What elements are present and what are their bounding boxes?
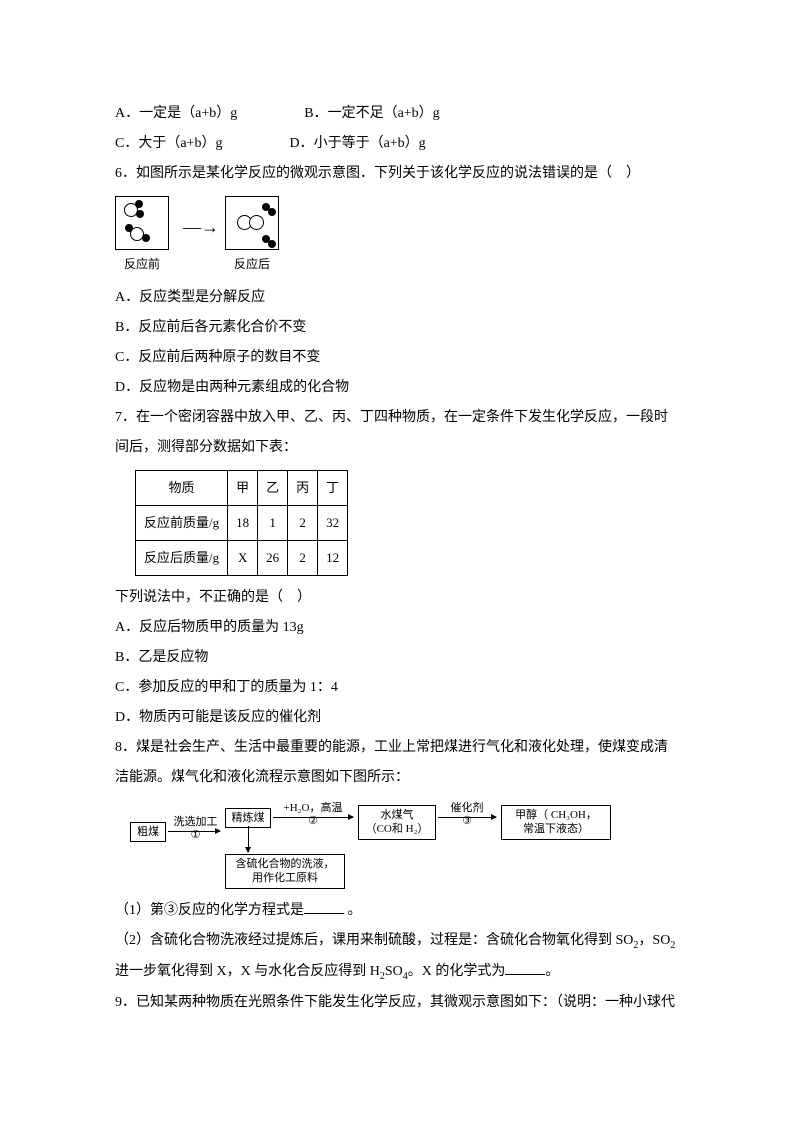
q6-after-label: 反应后 xyxy=(225,252,279,276)
step1-text: 洗选加工 ① xyxy=(174,816,218,841)
q8-sub2b: ，SO xyxy=(638,933,670,948)
flow-sulfur: 含硫化合物的洗液， 用作化工原料 xyxy=(225,854,345,889)
q8-sub2c: 进一步氧化得到 X，X 与水化合反应得到 H xyxy=(115,964,380,979)
opt-b: B．一定不足（a+b）g xyxy=(304,106,439,121)
blank-fill[interactable] xyxy=(304,900,344,914)
option-row-ab: A．一定是（a+b）g B．一定不足（a+b）g xyxy=(115,100,679,128)
q8-sub2e: 。X 的化学式为 xyxy=(408,964,506,979)
sub-2: 2 xyxy=(670,940,675,951)
q6-opt-a: A．反应类型是分解反应 xyxy=(115,284,679,312)
atom-icon xyxy=(135,200,143,208)
opt-c: C．大于（a+b）g xyxy=(115,136,222,151)
atom-icon xyxy=(142,234,150,242)
methanol-text: 甲醇（ CH₃OH， 常温下液态） xyxy=(515,809,597,835)
q7-stem2: 间后，测得部分数据如下表： xyxy=(115,434,679,462)
q8-stem1: 8．煤是社会生产、生活中最重要的能源，工业上常把煤进行气化和液化处理，使煤变成清 xyxy=(115,734,679,762)
q6-opt-d: D．反应物是由两种元素组成的化合物 xyxy=(115,374,679,402)
q7-table: 物质 甲 乙 丙 丁 反应前质量/g 18 1 2 32 反应后质量/g X 2… xyxy=(135,470,348,576)
atom-icon xyxy=(268,208,276,216)
q8-sub2-line2: 进一步氧化得到 X，X 与水化合反应得到 H2SO4。X 的化学式为。 xyxy=(115,958,679,987)
flow-gas: 水煤气 （CO和 H₂） xyxy=(358,805,436,840)
cell: 反应前质量/g xyxy=(136,506,228,541)
table-row: 反应前质量/g 18 1 2 32 xyxy=(136,506,348,541)
cell: 18 xyxy=(228,506,258,541)
q6-diagram: 反应前 —→ 反应后 xyxy=(115,196,679,276)
q8-sub1-end: 。 xyxy=(344,903,362,918)
q7-opt-a: A．反应后物质甲的质量为 13g xyxy=(115,614,679,642)
flow-step1-label: 洗选加工 ① xyxy=(168,816,223,842)
flow-step2-label: +H₂O，高温 ② xyxy=(273,802,353,828)
step3-bot: ③ xyxy=(462,815,472,827)
opt-d: D．小于等于（a+b）g xyxy=(289,136,425,151)
q6-after-frame xyxy=(225,196,279,250)
q8-sub1: （1）第③反应的化学方程式是 。 xyxy=(115,897,679,925)
q8-flowchart: 粗煤 洗选加工 ① 精炼煤 +H₂O，高温 ② 水煤气 （CO和 H₂） 催化剂… xyxy=(130,802,680,887)
atom-icon xyxy=(125,224,133,232)
col-header: 丁 xyxy=(318,471,348,506)
q6-opt-b: B．反应前后各元素化合价不变 xyxy=(115,314,679,342)
q8-sub2a: （2）含硫化合物洗液经过提炼后，课用来制硫酸，过程是：含硫化合物氧化得到 SO xyxy=(115,933,633,948)
flow-methanol: 甲醇（ CH₃OH， 常温下液态） xyxy=(501,805,611,840)
atom-icon xyxy=(268,240,276,248)
opt-a: A．一定是（a+b）g xyxy=(115,106,237,121)
step2-bot: ② xyxy=(308,815,318,827)
cell: 12 xyxy=(318,541,348,576)
q8-sub2d: SO xyxy=(385,964,403,979)
col-header: 物质 xyxy=(136,471,228,506)
step3-top: 催化剂 xyxy=(451,802,484,814)
cell: 2 xyxy=(288,506,318,541)
q8-sub2-line1: （2）含硫化合物洗液经过提炼后，课用来制硫酸，过程是：含硫化合物氧化得到 SO 2… xyxy=(115,927,679,956)
q8-sub2f: 。 xyxy=(545,964,559,979)
q7-follow: 下列说法中，不正确的是（ ） xyxy=(115,584,679,612)
q7-opt-b: B．乙是反应物 xyxy=(115,644,679,672)
cell: 1 xyxy=(258,506,288,541)
q6-before-box: 反应前 xyxy=(115,196,169,276)
cell: X xyxy=(228,541,258,576)
q8-stem2: 洁能源。煤气化和液化流程示意图如下图所示： xyxy=(115,764,679,792)
blank-fill[interactable] xyxy=(505,961,545,975)
cell: 26 xyxy=(258,541,288,576)
arrow-icon xyxy=(248,826,249,852)
arrow-icon: —→ xyxy=(183,209,219,245)
atom-icon xyxy=(136,210,144,218)
q8-sub1-text: （1）第③反应的化学方程式是 xyxy=(115,903,304,918)
q9-stem: 9．已知某两种物质在光照条件下能发生化学反应，其微观示意图如下：（说明：一种小球… xyxy=(115,989,679,1017)
atom-icon xyxy=(249,215,264,230)
gas-text: 水煤气 （CO和 H₂） xyxy=(366,809,429,835)
col-header: 甲 xyxy=(228,471,258,506)
q6-opt-c: C．反应前后两种原子的数目不变 xyxy=(115,344,679,372)
table-row: 物质 甲 乙 丙 丁 xyxy=(136,471,348,506)
col-header: 丙 xyxy=(288,471,318,506)
option-row-cd: C．大于（a+b）g D．小于等于（a+b）g xyxy=(115,130,679,158)
q6-before-frame xyxy=(115,196,169,250)
sulfur-text: 含硫化合物的洗液， 用作化工原料 xyxy=(236,858,335,884)
cell: 32 xyxy=(318,506,348,541)
flow-step3-label: 催化剂 ③ xyxy=(438,802,496,828)
q7-opt-d: D．物质丙可能是该反应的催化剂 xyxy=(115,704,679,732)
q6-stem: 6．如图所示是某化学反应的微观示意图．下列关于该化学反应的说法错误的是（ ） xyxy=(115,160,679,188)
cell: 2 xyxy=(288,541,318,576)
q6-after-box: 反应后 xyxy=(225,196,279,276)
q7-stem1: 7．在一个密闭容器中放入甲、乙、丙、丁四种物质，在一定条件下发生化学反应，一段时 xyxy=(115,404,679,432)
q7-opt-c: C．参加反应的甲和丁的质量为 1：4 xyxy=(115,674,679,702)
step2-top: +H₂O，高温 xyxy=(284,802,343,814)
flow-raw-coal: 粗煤 xyxy=(130,822,166,842)
q6-before-label: 反应前 xyxy=(115,252,169,276)
col-header: 乙 xyxy=(258,471,288,506)
table-row: 反应后质量/g X 26 2 12 xyxy=(136,541,348,576)
cell: 反应后质量/g xyxy=(136,541,228,576)
